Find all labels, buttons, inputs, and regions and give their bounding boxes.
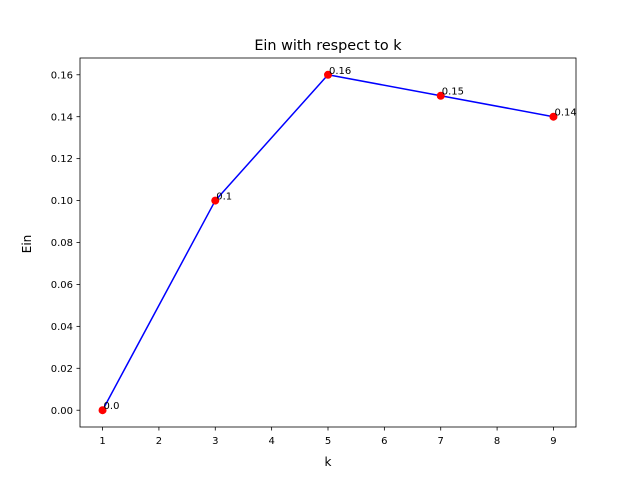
data-label: 0.0	[104, 401, 120, 412]
y-tick-label: 0.00	[51, 406, 73, 417]
x-tick-label: 1	[99, 436, 105, 447]
plot-area: 1 2 3 4 5 6 7 8 9 0.00 0.02 0.04 0.06 0.08 0.10 0.12 0.1…	[51, 57, 577, 447]
data-label: 0.14	[554, 108, 576, 119]
y-tick-label: 0.10	[51, 196, 73, 207]
y-tick-label: 0.14	[51, 112, 73, 123]
data-point	[324, 70, 332, 79]
x-tick-label: 6	[381, 436, 387, 447]
x-axis-label: k	[325, 455, 332, 469]
data-point	[211, 196, 220, 205]
y-tick-label: 0.16	[51, 70, 73, 81]
x-tick-label: 2	[156, 436, 162, 447]
y-tick-label: 0.06	[51, 280, 73, 291]
x-tick-label: 4	[268, 436, 274, 447]
x-tick-label: 9	[550, 436, 556, 447]
data-label: 0.1	[216, 192, 232, 203]
y-tick-label: 0.04	[51, 322, 73, 333]
x-tick-label: 7	[438, 436, 444, 447]
axes-frame	[79, 57, 577, 428]
y-tick-label: 0.02	[51, 364, 73, 375]
data-label: 0.15	[442, 87, 464, 98]
y-tick-label: 0.12	[51, 154, 73, 165]
data-point	[98, 406, 107, 415]
data-label: 0.16	[329, 66, 351, 77]
data-point	[436, 91, 445, 100]
x-tick-label: 8	[494, 436, 500, 447]
data-point	[549, 112, 558, 121]
y-axis-label: Ein	[20, 235, 34, 254]
y-tick-label: 0.08	[51, 238, 73, 249]
x-tick-label: 5	[325, 436, 331, 447]
chart-title: Ein with respect to k	[254, 38, 402, 54]
x-tick-label: 3	[212, 436, 218, 447]
